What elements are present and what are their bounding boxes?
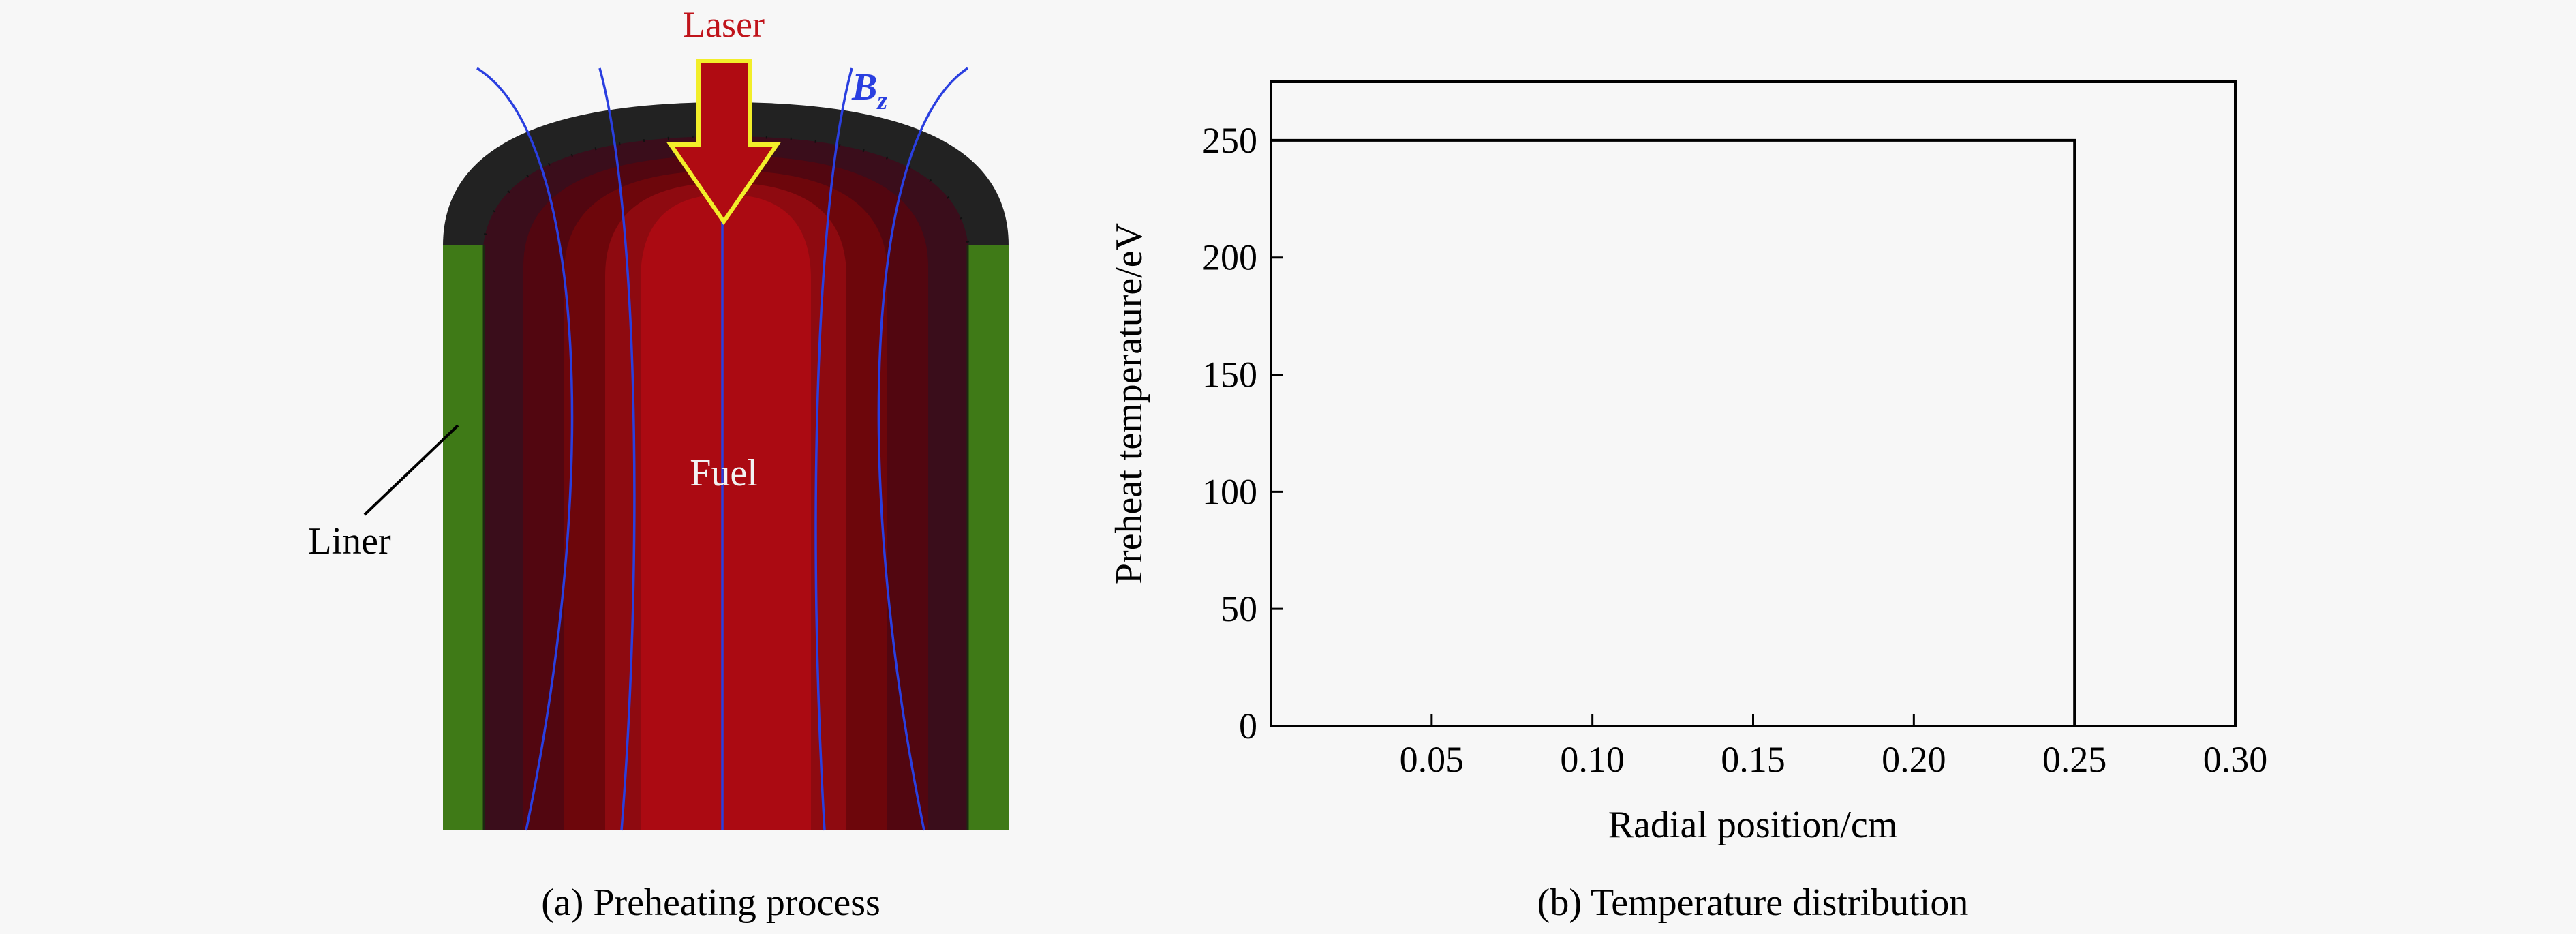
series-line-preheat-temperature xyxy=(1271,138,2235,727)
series-layer xyxy=(1271,138,2235,727)
fuel-label: Fuel xyxy=(690,452,758,494)
liner-wall-left xyxy=(443,245,484,830)
y-axis-ticks: 0 50 100 150 200 250 xyxy=(1202,120,1283,747)
field-line xyxy=(476,67,574,831)
x-tick-label: 0.15 xyxy=(1721,739,1785,780)
field-line xyxy=(598,67,636,831)
y-tick-label: 250 xyxy=(1202,120,1257,161)
y-tick-label: 200 xyxy=(1202,237,1257,278)
field-line xyxy=(877,67,968,831)
x-tick-label: 0.05 xyxy=(1400,739,1465,780)
field-label: Bz xyxy=(851,66,887,115)
field-label-subscript: z xyxy=(876,87,887,115)
panel-b-caption: (b) Temperature distribution xyxy=(1537,882,1969,924)
panel-a-preheating-diagram: Laser Bz Fuel Liner (a) Preheating proce… xyxy=(308,4,1009,924)
panel-b-temperature-chart: 0.05 0.10 0.15 0.20 0.25 0.30 0 50 100 150 200 250… xyxy=(1108,80,2268,924)
x-tick-label: 0.25 xyxy=(2042,739,2107,780)
panel-a-caption: (a) Preheating process xyxy=(541,882,880,924)
x-tick-label: 0.20 xyxy=(1882,739,1946,780)
y-tick-label: 0 xyxy=(1239,706,1257,747)
y-axis-label: Preheat temperature/eV xyxy=(1108,223,1150,584)
x-tick-label: 0.10 xyxy=(1560,739,1625,780)
field-line xyxy=(814,67,853,831)
liner-label: Liner xyxy=(308,520,391,562)
laser-arrow xyxy=(666,59,781,226)
x-axis-label: Radial position/cm xyxy=(1608,804,1898,846)
field-label-main: B xyxy=(851,66,877,108)
y-tick-label: 150 xyxy=(1202,355,1257,395)
x-axis-ticks: 0.05 0.10 0.15 0.20 0.25 0.30 xyxy=(1400,714,2268,780)
liner-pointer-line xyxy=(363,424,459,516)
fuel-region xyxy=(481,134,970,830)
x-tick-label: 0.30 xyxy=(2203,739,2268,780)
y-tick-label: 50 xyxy=(1221,588,1257,629)
liner-wall-right xyxy=(968,245,1009,830)
plot-frame xyxy=(1270,80,2237,727)
y-tick-label: 100 xyxy=(1202,471,1257,512)
fuel-core xyxy=(641,194,811,830)
laser-label: Laser xyxy=(683,4,765,45)
magnetic-field-lines xyxy=(476,67,968,831)
